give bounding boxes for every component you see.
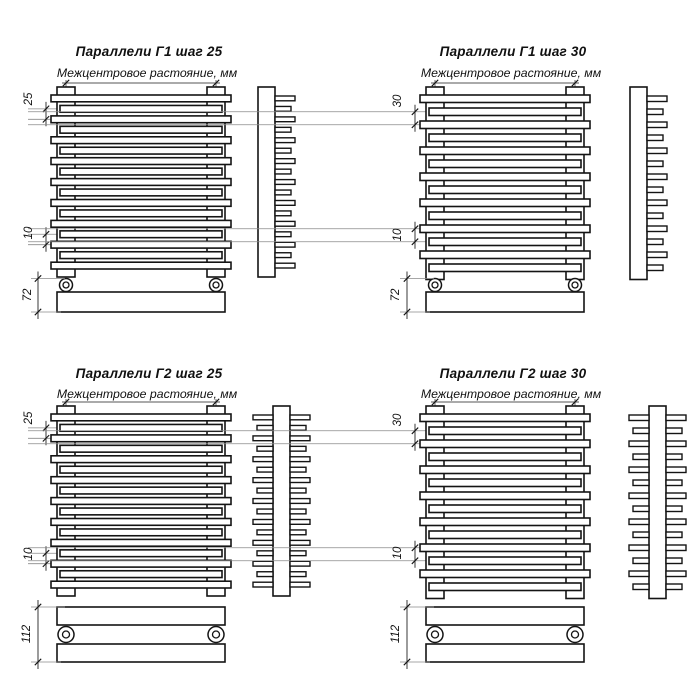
- figure-title: Параллели Г1 шаг 30: [439, 44, 587, 59]
- dim-pitch-label: 25: [23, 411, 35, 425]
- dim-depth-label: 112: [390, 624, 402, 644]
- figure-subtitle: Межцентровое растояние, мм: [56, 66, 238, 80]
- figure-subtitle: Межцентровое растояние, мм: [420, 66, 602, 80]
- dim-pitch-label: 30: [392, 94, 404, 108]
- dim-tube-label: 10: [23, 226, 35, 240]
- figure-subtitle: Межцентровое растояние, мм: [420, 387, 602, 401]
- figure-title: Параллели Г2 шаг 30: [439, 366, 587, 381]
- dim-pitch-label: 30: [392, 413, 404, 427]
- figure-title: Параллели Г1 шаг 25: [75, 44, 223, 59]
- figure-title: Параллели Г2 шаг 25: [75, 366, 223, 381]
- dim-tube-label: 10: [23, 547, 35, 561]
- dim-depth-label: 72: [22, 288, 34, 302]
- dim-depth-label: 72: [390, 288, 402, 302]
- dim-pitch-label: 25: [23, 92, 35, 106]
- figure-subtitle: Межцентровое растояние, мм: [56, 387, 238, 401]
- dim-tube-label: 10: [392, 228, 404, 242]
- dim-tube-label: 10: [392, 546, 404, 560]
- dim-depth-label: 112: [21, 624, 33, 644]
